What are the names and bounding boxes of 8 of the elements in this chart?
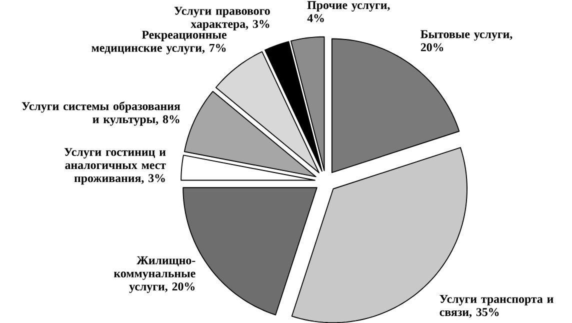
slice-label: Услуги транспорта и связи, 35%: [440, 294, 554, 318]
slice-label: Услуги правового характера, 3%: [174, 6, 270, 30]
slice-label: Бытовые услуги, 20%: [420, 30, 512, 52]
slice-label: Услуги системы образования и культуры, 8%: [22, 101, 180, 126]
slice-label: Рекреационные медицинские услуги, 7%: [92, 30, 226, 54]
slice-label: Жилищно-коммунальные услуги, 20%: [114, 256, 196, 293]
slice-label: Услуги гостиниц и аналогичных мест проживания, 3%: [64, 148, 166, 185]
slice-label: Прочие услуги, 4%: [307, 1, 390, 22]
